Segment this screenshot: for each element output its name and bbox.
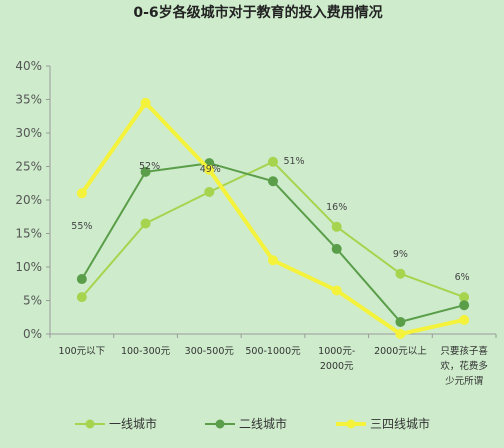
data-annotation: 16% <box>326 202 347 213</box>
y-tick-label: 25% <box>15 160 42 174</box>
data-point <box>268 156 278 167</box>
y-tick-label: 15% <box>15 227 42 241</box>
data-point <box>140 97 151 108</box>
data-annotation: 52% <box>139 161 160 172</box>
data-point <box>76 188 87 199</box>
data-annotation: 6% <box>455 272 470 283</box>
data-point <box>268 176 278 187</box>
y-tick-label: 40% <box>15 59 42 73</box>
data-point <box>268 255 278 266</box>
legend: 一线城市 二线城市 三四线城市 <box>75 416 430 431</box>
x-tick-label: 1000元-2000元 <box>318 346 355 372</box>
data-point <box>140 166 151 177</box>
legend-marker <box>85 419 95 429</box>
data-annotation: 51% <box>283 156 304 167</box>
annotations: 55% 52% 49% 51% 16% 9% 6% <box>71 156 469 283</box>
data-point <box>204 186 215 197</box>
y-tick-label: 30% <box>15 126 42 140</box>
series-lines <box>76 97 470 339</box>
y-tick-label: 35% <box>15 93 42 107</box>
legend-marker <box>346 419 356 429</box>
data-point <box>204 164 215 175</box>
x-tick-label: 2000元以上 <box>374 346 427 357</box>
x-tick-label: 100元以下 <box>59 346 106 357</box>
data-point <box>459 300 470 311</box>
chart-title: 0-6岁各级城市对于教育的投入费用情况 <box>133 4 382 21</box>
data-annotation: 49% <box>200 164 221 175</box>
legend-label: 一线城市 <box>109 416 157 431</box>
data-point <box>395 268 406 279</box>
data-point <box>331 243 342 254</box>
x-tick-label: 100-300元 <box>121 346 171 357</box>
y-tick-label: 0% <box>23 327 42 341</box>
data-point <box>459 314 470 325</box>
x-tick-label: 500-1000元 <box>245 346 301 357</box>
legend-marker <box>215 419 225 429</box>
legend-label: 三四线城市 <box>370 416 430 431</box>
x-tick-label: 只要孩子喜欢，花费多少元所谓 <box>440 345 488 387</box>
legend-label: 二线城市 <box>239 416 287 431</box>
data-annotation: 9% <box>393 249 408 260</box>
y-tick-label: 5% <box>23 294 42 308</box>
series-line <box>80 100 465 336</box>
data-point <box>395 329 406 339</box>
data-point <box>76 274 87 285</box>
data-point <box>331 221 342 232</box>
x-tick-label: 300-500元 <box>185 346 235 357</box>
axes: 0% 5% 10% 15% 20% 25% 30% 35% 40% 100元以下 100-300元 3… <box>15 59 497 387</box>
y-tick-label: 20% <box>15 193 42 207</box>
data-point <box>140 218 151 229</box>
y-tick-label: 10% <box>15 260 42 274</box>
data-annotation: 55% <box>71 221 92 232</box>
series-line <box>81 162 465 323</box>
data-point <box>76 292 87 303</box>
data-point <box>331 285 342 296</box>
data-point <box>395 316 406 327</box>
